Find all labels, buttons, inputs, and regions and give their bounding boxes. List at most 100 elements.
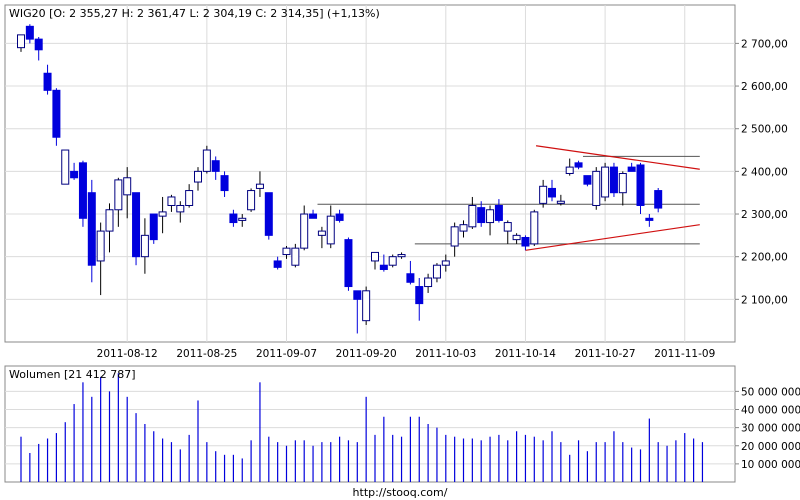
source-link[interactable]: http://stooq.com/	[353, 486, 448, 499]
candlestick-series	[17, 24, 663, 334]
candle	[459, 220, 468, 238]
candle-body	[247, 190, 256, 211]
candle-body	[397, 254, 406, 258]
candle-body	[530, 211, 539, 245]
candle-body	[105, 209, 114, 232]
candle	[468, 196, 477, 229]
volume-panel	[4, 365, 736, 483]
candle-body	[96, 230, 105, 262]
candle-body	[362, 290, 371, 322]
volume-tick-label: 40 000 000	[741, 405, 800, 417]
candle	[202, 145, 211, 174]
candle	[494, 199, 503, 223]
candle-body	[583, 175, 592, 185]
candle-body	[78, 162, 87, 219]
candle-body	[379, 264, 388, 270]
candle-body	[556, 200, 565, 204]
support-resistance-lines	[317, 145, 700, 251]
candle-body	[512, 234, 521, 241]
candle	[17, 34, 25, 52]
candle	[273, 256, 282, 270]
candle	[220, 171, 229, 197]
candle	[556, 194, 565, 206]
candle	[25, 24, 34, 44]
candle	[583, 175, 592, 187]
candle	[601, 162, 610, 202]
candle	[539, 179, 548, 208]
candle	[43, 64, 52, 95]
candle-body	[388, 256, 397, 266]
candle-body	[43, 72, 52, 91]
candle-body	[34, 38, 43, 51]
volume-tick-label: 30 000 000	[741, 423, 800, 435]
candle-body	[326, 215, 335, 245]
candle-body	[548, 187, 556, 198]
candle	[114, 177, 123, 227]
candle	[486, 205, 495, 236]
date-tick-label: 2011-08-12	[97, 348, 158, 360]
candle	[149, 213, 158, 244]
candle-body	[17, 34, 25, 49]
candle	[34, 36, 43, 61]
candle-body	[654, 190, 663, 209]
volume-axis-ticks: 10 000 000 20 000 000 30 000 000 40 000 000…	[735, 386, 800, 471]
candle	[397, 252, 406, 259]
candle	[371, 251, 379, 270]
candle	[309, 209, 318, 219]
volume-tick-label: 10 000 000	[741, 459, 800, 471]
candle-body	[300, 213, 309, 249]
candle-body	[601, 166, 610, 198]
candle-body	[229, 213, 238, 224]
date-tick-label: 2011-09-20	[336, 348, 397, 360]
candle-body	[539, 185, 548, 204]
candle	[291, 243, 300, 268]
trend-line	[525, 224, 700, 251]
candle	[627, 162, 636, 172]
candle	[406, 260, 415, 285]
candle	[379, 254, 388, 272]
candle	[185, 184, 194, 208]
candle-body	[627, 166, 636, 172]
candle-body	[344, 239, 353, 288]
candle-body	[202, 149, 211, 172]
candle	[335, 209, 344, 223]
candle	[424, 273, 433, 293]
date-tick-label: 2011-10-27	[575, 348, 636, 360]
candle	[317, 226, 326, 249]
date-axis-ticks: 2011-08-12 2011-08-25 2011-09-07 2011-09-20…	[97, 348, 716, 360]
candle-body	[459, 224, 468, 232]
candle	[238, 214, 247, 227]
candle-body	[441, 260, 450, 266]
candle-body	[353, 290, 362, 300]
candle	[592, 167, 601, 210]
candle	[264, 192, 273, 240]
candle	[70, 162, 79, 180]
candle-body	[494, 204, 503, 221]
candle-body	[521, 236, 530, 247]
candle	[548, 179, 556, 202]
candle	[96, 222, 105, 296]
candle	[255, 171, 264, 197]
candle-body	[185, 190, 194, 206]
candle-body	[273, 260, 282, 268]
candle	[326, 205, 335, 249]
date-tick-label: 2011-09-07	[256, 348, 317, 360]
candle	[388, 254, 397, 268]
candle	[61, 149, 70, 185]
candle	[247, 188, 256, 212]
date-tick-label: 2011-10-03	[415, 348, 476, 360]
candle	[344, 237, 353, 291]
candle-body	[211, 160, 220, 172]
candle-body	[140, 234, 149, 258]
candle	[415, 278, 424, 321]
candle	[654, 188, 663, 213]
candle	[450, 222, 459, 257]
candle-body	[87, 192, 96, 266]
candle-body	[194, 170, 202, 183]
candle	[176, 201, 185, 223]
candle	[140, 218, 149, 274]
candle	[353, 290, 362, 334]
candle	[609, 162, 618, 197]
candle-body	[636, 164, 645, 206]
